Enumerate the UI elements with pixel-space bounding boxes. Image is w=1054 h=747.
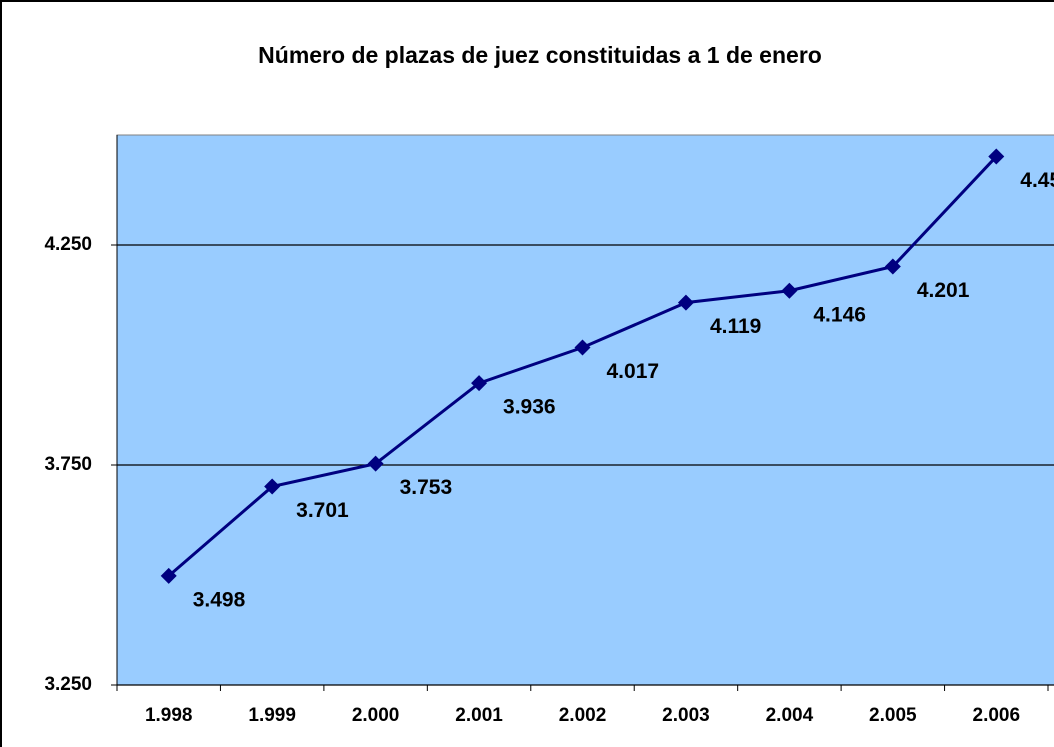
data-label: 4.146	[813, 303, 866, 326]
data-marker	[781, 282, 798, 299]
data-marker	[160, 567, 177, 584]
data-label: 4.017	[607, 360, 660, 383]
y-tick-label: 3.250	[44, 674, 92, 695]
data-marker	[367, 455, 384, 472]
data-label: 4.119	[710, 315, 761, 338]
x-tick-label: 2.002	[559, 705, 607, 726]
data-label: 3.701	[296, 499, 349, 522]
x-tick-label: 2.006	[973, 705, 1021, 726]
chart-title: Número de plazas de juez constituidas a …	[258, 42, 822, 68]
x-tick-label: 2.003	[662, 705, 710, 726]
x-tick-label: 2.004	[766, 705, 814, 726]
y-tick-label: 3.750	[44, 454, 92, 475]
plot-area	[116, 134, 1054, 686]
data-marker	[884, 258, 901, 275]
data-label: 4.201	[917, 279, 970, 302]
data-marker	[264, 478, 281, 495]
x-tick-label: 1.998	[145, 705, 193, 726]
x-tick-label: 2.005	[869, 705, 917, 726]
data-label: 3.753	[400, 476, 453, 499]
data-marker	[677, 294, 694, 311]
data-label: 3.498	[193, 588, 246, 611]
x-tick-label: 2.001	[455, 705, 503, 726]
x-tick-label: 2.000	[352, 705, 400, 726]
data-marker	[988, 148, 1005, 165]
data-label: 3.936	[503, 396, 556, 419]
data-marker	[471, 375, 488, 392]
data-marker	[574, 339, 591, 356]
y-tick-label: 4.250	[44, 234, 92, 255]
data-label: 4.451	[1020, 169, 1054, 192]
x-tick-label: 1.999	[248, 705, 296, 726]
